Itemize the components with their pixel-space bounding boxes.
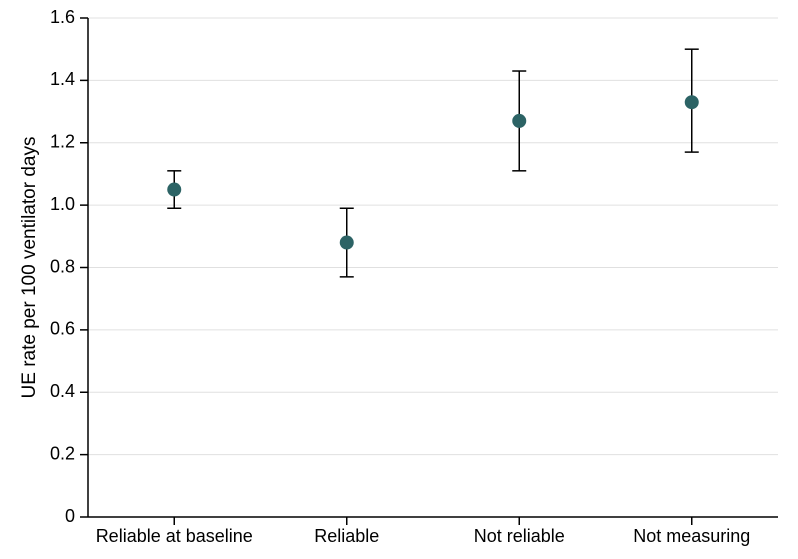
data-point <box>167 183 181 197</box>
errorbar-chart: 0 0.2 0.4 0.6 0.8 1.0 1.2 1.4 1.6 Reliable at bas… <box>0 0 798 559</box>
y-tick-label: 1.4 <box>50 69 75 89</box>
data-point <box>685 95 699 109</box>
y-tick-label: 1.2 <box>50 132 75 152</box>
y-tick-label: 0.4 <box>50 381 75 401</box>
x-tick-label: Not measuring <box>633 526 750 546</box>
x-tick-label: Reliable <box>314 526 379 546</box>
y-tick-label: 0 <box>65 506 75 526</box>
data-point <box>512 114 526 128</box>
y-axis-title: UE rate per 100 ventilator days <box>19 137 40 399</box>
y-tick-label: 1.0 <box>50 194 75 214</box>
y-tick-label: 1.6 <box>50 7 75 27</box>
x-tick-label: Reliable at baseline <box>96 526 253 546</box>
data-point <box>340 236 354 250</box>
y-tick-label: 0.6 <box>50 319 75 339</box>
x-tick-label: Not reliable <box>474 526 565 546</box>
y-tick-label: 0.8 <box>50 256 75 276</box>
chart-bg <box>0 0 798 559</box>
y-tick-label: 0.2 <box>50 443 75 463</box>
